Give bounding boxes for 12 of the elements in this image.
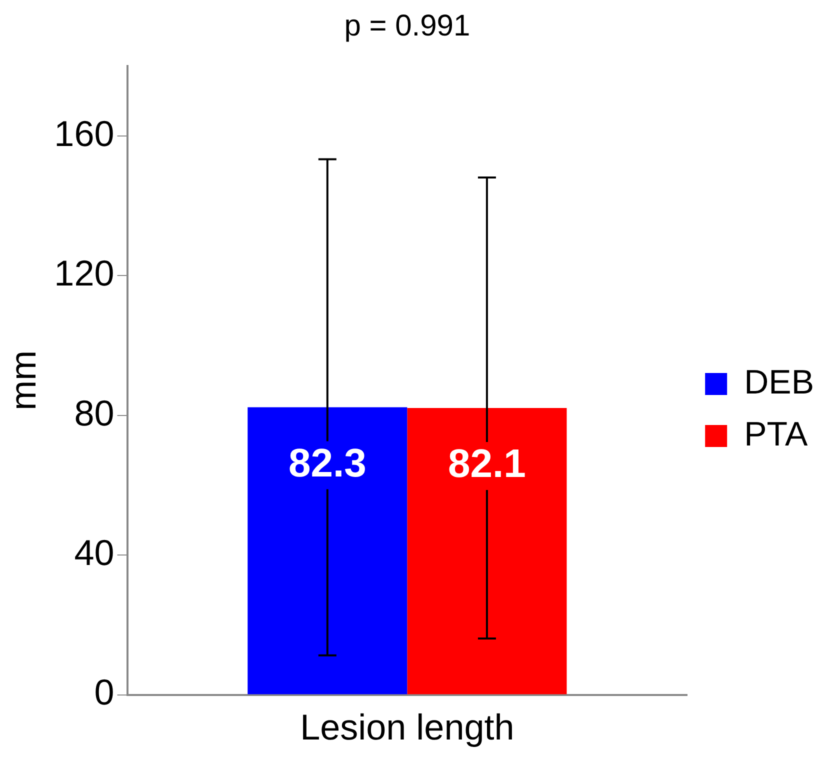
data-label: 82.1 bbox=[448, 442, 526, 486]
legend-label: DEB bbox=[744, 363, 814, 402]
y-tick-label: 120 bbox=[54, 252, 114, 294]
y-tick-label: 160 bbox=[54, 112, 114, 154]
text: p = 0.991 bbox=[344, 9, 470, 42]
y-tick-label: 40 bbox=[74, 532, 114, 573]
data-label: 82.3 bbox=[288, 441, 366, 486]
legend-label: PTA bbox=[744, 415, 808, 454]
y-axis-title: mm bbox=[2, 350, 44, 410]
y-tick-label: 80 bbox=[74, 392, 114, 434]
y-tick-label: 0 bbox=[94, 672, 114, 713]
x-tick-label: Lesion length bbox=[300, 706, 514, 748]
